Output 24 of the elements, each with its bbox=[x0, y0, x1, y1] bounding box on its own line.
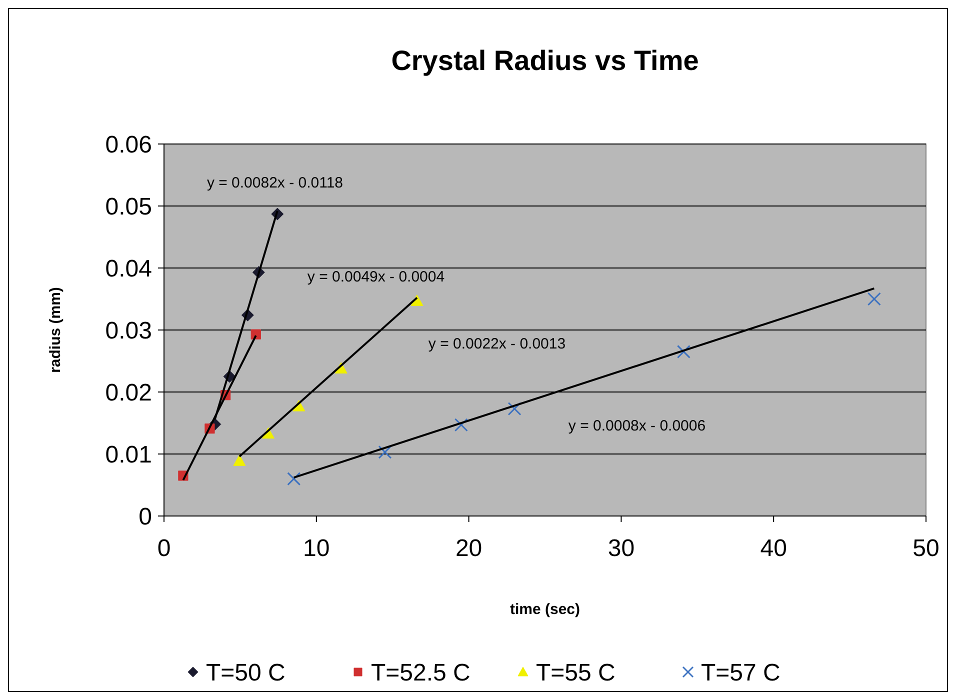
y-tick-label: 0.06 bbox=[105, 131, 152, 158]
chart-title: Crystal Radius vs Time bbox=[391, 45, 699, 76]
x-tick-label: 10 bbox=[303, 535, 330, 562]
y-tick-label: 0.01 bbox=[105, 441, 152, 468]
x-tick-label: 20 bbox=[455, 535, 482, 562]
y-tick-label: 0 bbox=[138, 503, 152, 530]
x-tick-label: 0 bbox=[157, 535, 171, 562]
annotation: y = 0.0049x - 0.0004 bbox=[307, 268, 445, 286]
legend-label: T=57 C bbox=[701, 659, 780, 686]
annotation: y = 0.0022x - 0.0013 bbox=[428, 335, 566, 352]
x-axis-title: time (sec) bbox=[510, 601, 580, 618]
legend-label: T=55 C bbox=[536, 659, 616, 686]
x-tick-label: 40 bbox=[760, 535, 787, 562]
legend-label: T=52.5 C bbox=[371, 659, 470, 686]
y-tick-label: 0.05 bbox=[105, 193, 152, 220]
x-tick-label: 50 bbox=[912, 535, 940, 562]
annotation: y = 0.0008x - 0.0006 bbox=[568, 417, 706, 434]
annotation: y = 0.0082x - 0.0118 bbox=[206, 174, 344, 192]
y-tick-label: 0.03 bbox=[105, 317, 152, 344]
y-tick-label: 0.04 bbox=[105, 255, 152, 282]
legend-label: T=50 C bbox=[206, 659, 286, 686]
x-tick-label: 30 bbox=[608, 535, 635, 562]
y-tick-label: 0.02 bbox=[105, 379, 152, 406]
y-axis-title: radius (mm) bbox=[47, 287, 64, 373]
